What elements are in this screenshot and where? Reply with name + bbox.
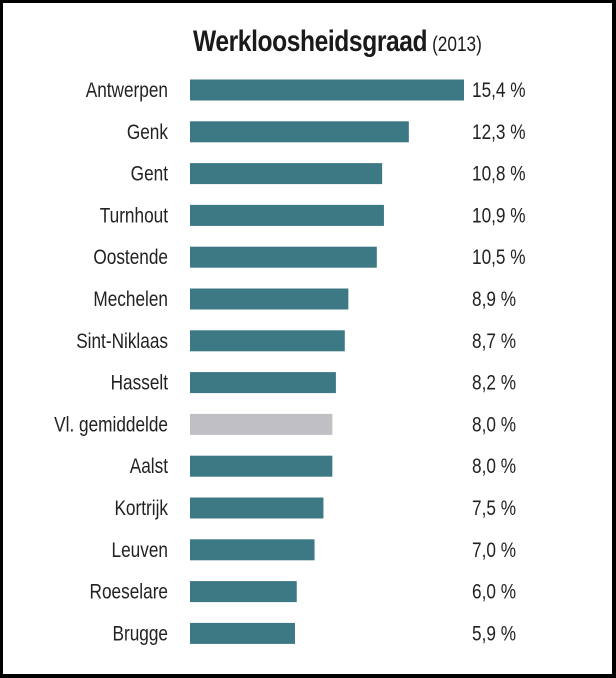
bar [190,539,315,561]
bar [190,246,377,268]
value-label: 10,8 % [472,163,526,186]
subtitle-year: (2013) [432,33,482,56]
value-label: 5,9 % [472,623,516,646]
bar [190,204,384,226]
bar [190,372,336,394]
category-label: Hasselt [111,372,169,395]
bar [190,330,345,352]
value-label: 12,3 % [472,121,526,144]
value-label: 8,0 % [472,414,516,437]
category-label: Genk [127,121,168,144]
category-label: Kortrijk [114,498,168,521]
bar [190,163,383,185]
category-label: Aalst [130,456,169,479]
value-label: 8,2 % [472,372,516,395]
title-text: Werkloosheidsgraad [193,25,428,58]
value-label: 8,9 % [472,289,516,312]
category-label: Gent [131,163,169,186]
value-label: 8,7 % [472,330,516,353]
bar [190,413,333,435]
value-label: 6,0 % [472,581,516,604]
category-label: Antwerpen [86,80,168,103]
category-label: Vl. gemiddelde [54,414,168,437]
category-label: Leuven [112,539,168,562]
bar [190,121,409,143]
value-label: 10,9 % [472,205,526,228]
chart-title: Werkloosheidsgraad (2013) [193,25,482,59]
category-label: Sint-Niklaas [76,330,168,353]
value-label: 15,4 % [472,80,526,103]
bar [190,497,324,519]
value-label: 7,5 % [472,498,516,521]
bar [190,288,349,310]
bar [190,79,464,101]
category-label: Oostende [93,247,168,270]
value-label: 8,0 % [472,456,516,479]
value-label: 7,0 % [472,539,516,562]
value-label: 10,5 % [472,247,526,270]
bar [190,455,333,477]
bar [190,622,295,644]
bar [190,581,297,603]
category-label: Turnhout [100,205,169,228]
category-label: Mechelen [93,289,168,312]
category-label: Brugge [113,623,168,646]
category-label: Roeselare [90,581,168,604]
